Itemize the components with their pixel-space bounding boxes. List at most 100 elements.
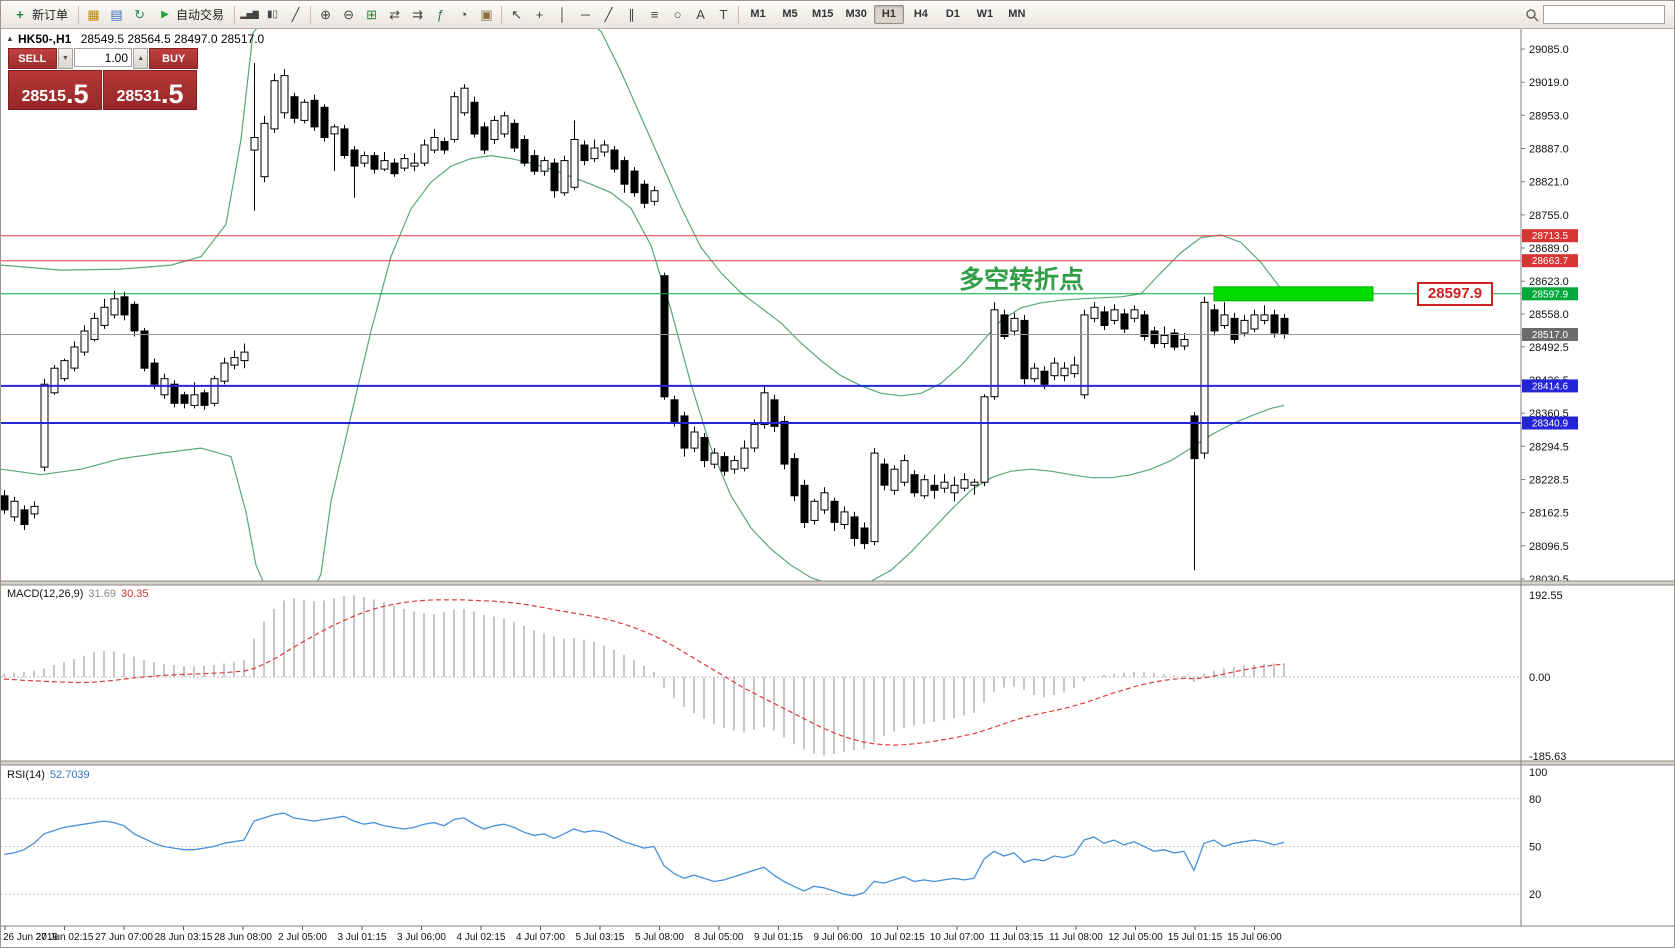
candle-bearish [350, 149, 359, 167]
timeframe-d1[interactable]: D1 [945, 8, 960, 20]
periods-icon[interactable]: ◔ [459, 7, 468, 22]
trendline-icon[interactable]: ╱ [604, 6, 613, 22]
rsi-name: RSI(14) [7, 769, 45, 781]
candle-bullish [730, 460, 739, 470]
market-watch-icon[interactable]: ▤ [110, 6, 123, 22]
autotrade-button[interactable]: ▶ 自动交易 [151, 3, 231, 26]
new-order-button[interactable]: + 新订单 [5, 3, 75, 26]
time-label: 2 Jul 05:00 [278, 932, 327, 943]
candle-bearish [1020, 319, 1029, 380]
sell-price-box[interactable]: 28515 .5 [8, 70, 102, 110]
candle-bullish [360, 155, 369, 164]
time-label: 4 Jul 02:15 [457, 932, 506, 943]
templates-icon[interactable]: ▣ [480, 6, 493, 22]
volume-input[interactable] [74, 48, 132, 67]
search-icon[interactable] [1525, 8, 1539, 22]
text-icon[interactable]: A [696, 7, 705, 22]
candle-bullish [690, 431, 699, 449]
toolbar-chart-type-group: ▂▅▇ ▮▯ ╱ [238, 4, 307, 26]
price-level-label[interactable]: 28597.9 [1417, 282, 1493, 306]
bar-chart-icon[interactable]: ▂▅▇ [240, 10, 259, 19]
timeframe-m15[interactable]: M15 [812, 8, 834, 20]
zoom-in-icon[interactable]: ⊕ [320, 6, 331, 22]
candle-bearish [1040, 370, 1049, 385]
candle-bullish [10, 500, 19, 518]
candle-bearish [770, 399, 779, 427]
time-label: 27 Jun 02:15 [36, 932, 94, 943]
time-label: 11 Jul 08:00 [1049, 932, 1103, 943]
indicators-icon[interactable]: ƒ [436, 7, 445, 22]
chart-annotation-text[interactable]: 多空转折点 [959, 265, 1085, 294]
rsi-splitter[interactable] [1, 761, 1675, 765]
chart-symbol-header: HK50-,H1 28549.5 28564.5 28497.0 28517.0 [18, 32, 264, 46]
candle-bearish [170, 383, 179, 404]
candle-bullish [490, 119, 499, 141]
timeframe-m5[interactable]: M5 [782, 8, 798, 20]
horizontal-line-icon[interactable]: ─ [580, 7, 591, 22]
candle-bullish [560, 160, 569, 194]
zoom-out-icon[interactable]: ⊖ [343, 6, 354, 22]
candle-bullish [1200, 301, 1209, 454]
toolbar: + 新订单 ▦ ▤ ↻ ▶ 自动交易 ▂▅▇ ▮▯ ╱ ⊕ ⊖ ⊞ ⇄ ⇉ ƒ ◔ ▣ ↖ + │ ─ ╱ ∥ ≡… [1, 1, 1674, 29]
crosshair-icon[interactable]: + [535, 7, 544, 22]
candle-bullish [1180, 339, 1189, 347]
trade-panel-collapse-button[interactable]: ▲ [6, 34, 14, 43]
candle-bullish [450, 96, 459, 140]
timeframe-bar: M1 M5 M15 M30 H1 H4 D1 W1 MN [742, 5, 1033, 24]
candle-bullish [1090, 306, 1099, 319]
timeframe-m30[interactable]: M30 [845, 8, 867, 20]
candle-bullish [40, 383, 49, 468]
price-badge-label: 28517.0 [1532, 330, 1569, 341]
candlestick-chart-icon[interactable]: ▮▯ [267, 9, 279, 20]
panel-frames [1, 28, 1675, 927]
timeframe-h1[interactable]: H1 [873, 5, 904, 24]
price-badge-label: 28340.9 [1532, 419, 1569, 430]
volume-dropdown-button[interactable]: ▼ [57, 48, 73, 69]
timeframe-w1[interactable]: W1 [976, 8, 994, 20]
ellipse-icon[interactable]: ○ [673, 7, 682, 22]
charts-window-icon[interactable]: ▦ [87, 6, 100, 22]
vertical-line-icon[interactable]: │ [558, 7, 567, 22]
candle-bullish [590, 147, 599, 160]
chart-shift-icon[interactable]: ⇄ [389, 6, 400, 22]
candle-bearish [630, 170, 639, 194]
cursor-icon[interactable]: ↖ [511, 6, 522, 22]
candle-bullish [1240, 319, 1249, 334]
time-label: 11 Jul 03:15 [990, 932, 1044, 943]
candle-bullish [420, 144, 429, 164]
candle-bullish [410, 162, 419, 167]
candles [1, 63, 1289, 571]
macd-splitter[interactable] [1, 581, 1675, 585]
timeframe-m1[interactable]: M1 [750, 8, 766, 20]
highlight-zone[interactable] [1213, 286, 1374, 302]
buy-button[interactable]: BUY [149, 48, 198, 69]
search-input[interactable] [1543, 5, 1665, 24]
candle-bullish [1080, 314, 1089, 396]
text-label-icon[interactable]: T [719, 7, 728, 22]
volume-up-button[interactable]: ▲ [133, 48, 149, 69]
line-chart-icon[interactable]: ╱ [291, 6, 300, 22]
candle-bullish [1030, 367, 1039, 380]
price-scale-label: 28096.5 [1529, 541, 1569, 553]
candle-bearish [610, 149, 619, 170]
candle-bullish [920, 479, 929, 497]
time-label: 10 Jul 07:00 [930, 932, 985, 943]
sell-price-fraction: .5 [65, 79, 89, 110]
candle-bearish [390, 162, 399, 175]
buy-price-box[interactable]: 28531 .5 [103, 70, 197, 110]
candle-bullish [650, 190, 659, 202]
auto-scroll-icon[interactable]: ⇉ [412, 6, 423, 22]
candle-bearish [150, 362, 159, 385]
timeframe-mn[interactable]: MN [1008, 8, 1026, 20]
sell-button[interactable]: SELL [8, 48, 57, 69]
candle-bullish [1250, 314, 1259, 330]
fibonacci-icon[interactable]: ≡ [650, 7, 659, 22]
refresh-icon[interactable]: ↻ [134, 6, 145, 22]
toolbar-window-group: ▦ ▤ ↻ [82, 4, 151, 26]
timeframe-h4[interactable]: H4 [913, 8, 928, 20]
price-badge [1522, 254, 1578, 268]
tile-windows-icon[interactable]: ⊞ [366, 6, 377, 22]
candle-bullish [400, 158, 409, 169]
candle-bearish [640, 183, 649, 204]
channel-icon[interactable]: ∥ [628, 6, 635, 22]
